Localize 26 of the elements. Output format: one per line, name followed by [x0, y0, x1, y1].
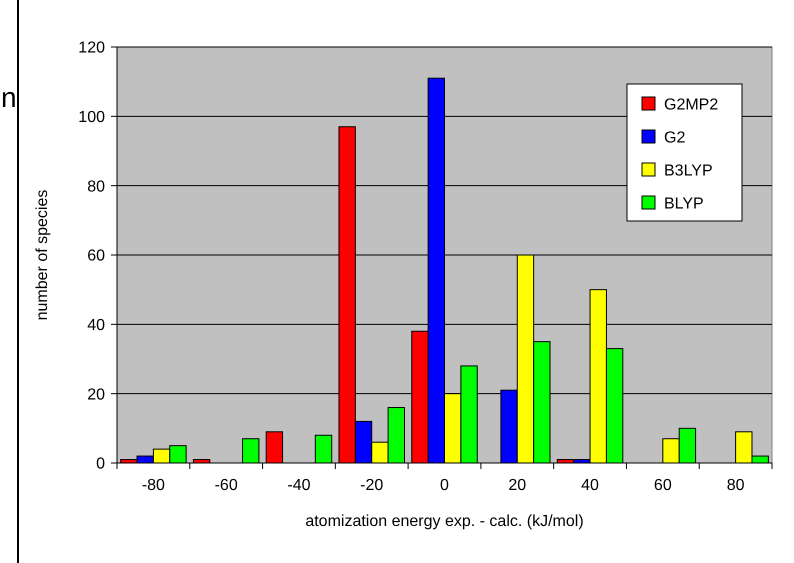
legend-label: B3LYP	[664, 162, 713, 180]
y-tick-label: 60	[87, 248, 106, 265]
x-tick-label: -80	[142, 477, 166, 494]
x-tick-label: 0	[440, 477, 450, 494]
x-tick-label: 20	[508, 477, 526, 494]
y-tick-label: 20	[87, 386, 106, 404]
y-tick-label: 80	[87, 178, 106, 196]
bar	[242, 438, 260, 464]
y-tick-label: 100	[78, 108, 106, 126]
text: n	[1, 82, 17, 113]
x-tick-label: 60	[654, 477, 672, 494]
x-tick-label: -60	[214, 477, 238, 494]
x-tick-label: 40	[581, 477, 600, 494]
y-tick-label: 120	[78, 40, 106, 57]
bar	[266, 431, 284, 464]
legend-label: G2MP2	[664, 96, 718, 114]
x-tick-label: 80	[726, 477, 745, 494]
x-tick-label: -40	[287, 477, 311, 494]
x-axis-title: atomization energy exp. - calc. (kJ/mol)	[305, 513, 584, 530]
bar	[314, 434, 332, 464]
legend-label: BLYP	[664, 196, 704, 213]
legend-label: G2	[664, 130, 686, 147]
y-tick-label: 40	[87, 316, 106, 334]
y-tick-label: 0	[96, 456, 106, 473]
y-axis-title: number of species	[34, 190, 51, 320]
x-tick-label: -20	[360, 477, 384, 494]
